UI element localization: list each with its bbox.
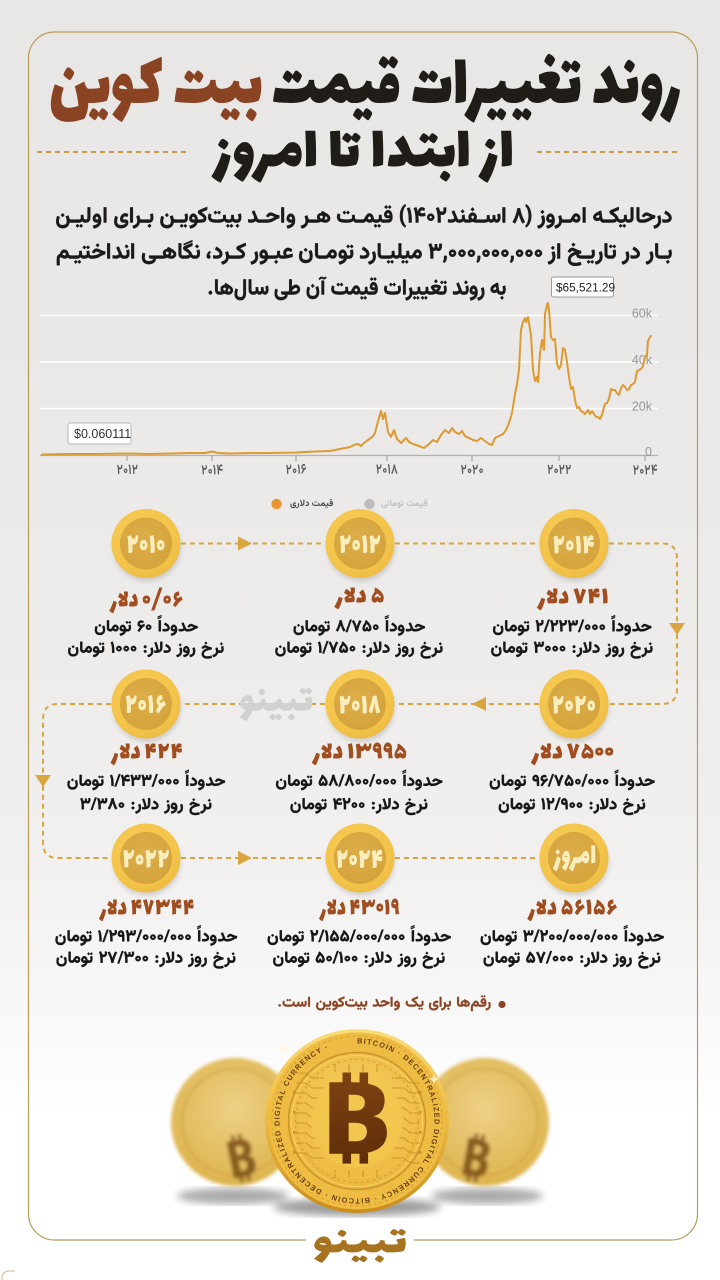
- svg-text:$65,521.29: $65,521.29: [556, 281, 615, 295]
- svg-text:40k: 40k: [632, 353, 653, 367]
- svg-text:0: 0: [645, 445, 652, 459]
- svg-text:60k: 60k: [632, 307, 653, 321]
- svg-text:20k: 20k: [632, 400, 653, 414]
- svg-text:$0.060111: $0.060111: [74, 427, 131, 441]
